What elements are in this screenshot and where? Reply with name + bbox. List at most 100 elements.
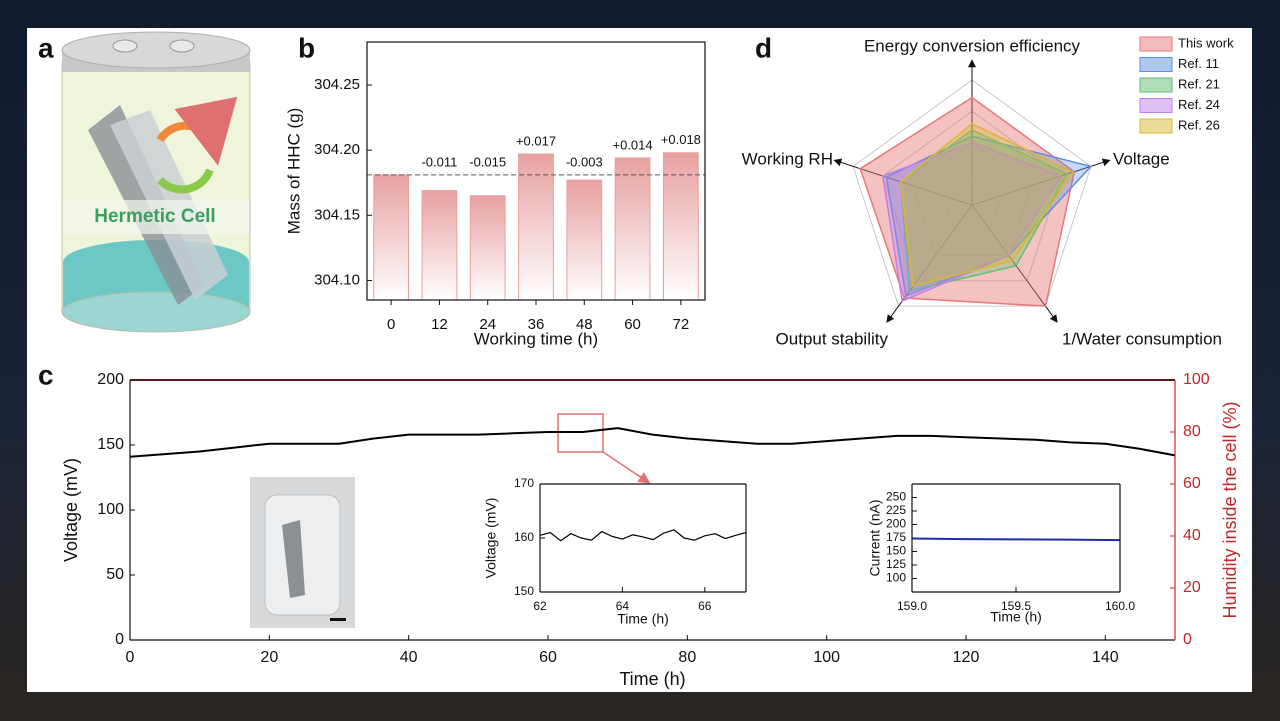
- legend-swatch: [1139, 57, 1173, 72]
- axis-label: Voltage: [1113, 149, 1170, 168]
- grid-ring: [852, 79, 1092, 307]
- grid-ring: [941, 173, 1003, 231]
- x-tick-label: 120: [953, 649, 980, 666]
- annotation: +0.014: [613, 137, 653, 152]
- y2-tick-label: 80: [1183, 423, 1201, 440]
- x-tick-label: 48: [576, 316, 593, 333]
- series-line: [129, 427, 1176, 458]
- legend-swatch: [1139, 77, 1173, 93]
- radar-axis: [833, 158, 973, 206]
- y-tick-label: 150: [97, 436, 124, 453]
- grid-ring: [912, 142, 1032, 256]
- axis-label: Energy conversion efficiency: [864, 36, 1081, 55]
- y-tick-label: 304.10: [314, 271, 360, 288]
- y-tick-label: 304.25: [314, 76, 360, 93]
- legend-swatch: [1139, 118, 1173, 134]
- y-tick-label: 100: [886, 571, 906, 585]
- axis-title: Voltage (mV): [483, 498, 499, 579]
- axis-title: Time (h): [619, 669, 685, 689]
- legend-swatch: [1139, 98, 1173, 113]
- y-tick-label: 175: [886, 530, 906, 544]
- series-line: [911, 537, 1121, 542]
- x-tick-label: 62: [533, 599, 547, 613]
- bar: [614, 157, 651, 301]
- y-tick-label: 170: [514, 476, 534, 490]
- y-tick-label: 0: [115, 631, 124, 648]
- x-tick-label: 159.0: [897, 599, 927, 613]
- y2-tick-label: 0: [1183, 631, 1192, 648]
- x-tick-label: 24: [479, 316, 496, 333]
- legend-label: Ref. 11: [1178, 56, 1219, 71]
- radar-area: [882, 141, 1063, 303]
- y-tick-label: 304.20: [314, 141, 360, 158]
- y-tick-label: 200: [886, 517, 906, 531]
- y-tick-label: 150: [514, 584, 534, 598]
- x-tick-label: 0: [126, 649, 135, 666]
- axis-title: Working time (h): [474, 329, 598, 348]
- x-tick-label: 160.0: [1105, 599, 1135, 613]
- x-tick-label: 72: [673, 316, 690, 333]
- x-tick-label: 60: [624, 316, 641, 333]
- axis-title: Humidity inside the cell (%): [1220, 401, 1240, 618]
- legend-label: Ref. 26: [1178, 117, 1220, 132]
- bar: [662, 152, 699, 301]
- x-tick-label: 12: [431, 316, 448, 333]
- legend-label: Ref. 21: [1178, 76, 1220, 91]
- y-tick-label: 50: [106, 566, 124, 583]
- x-tick-label: 40: [400, 649, 418, 666]
- x-tick-label: 20: [260, 649, 278, 666]
- y2-tick-label: 40: [1183, 527, 1201, 544]
- radar-axis: [971, 204, 1058, 323]
- radar-area: [859, 96, 1076, 307]
- annotation: -0.011: [421, 154, 457, 169]
- y-tick-label: 200: [97, 371, 124, 388]
- panel-label: a: [38, 32, 54, 63]
- y-tick-label: 250: [886, 490, 906, 504]
- y2-tick-label: 60: [1183, 475, 1201, 492]
- radar-area: [899, 122, 1075, 287]
- annotation: -0.003: [566, 154, 603, 169]
- cell-illustration: [61, 31, 251, 333]
- radar-area: [885, 135, 1093, 298]
- legend-swatch: [1139, 36, 1173, 52]
- x-tick-label: 64: [616, 599, 630, 613]
- panel-label: d: [755, 32, 772, 63]
- annotation: +0.017: [516, 133, 556, 148]
- y-tick-label: 100: [97, 501, 124, 518]
- series-line: [539, 529, 747, 542]
- legend-label: This work: [1178, 35, 1234, 50]
- annotation: -0.015: [469, 154, 506, 169]
- x-tick-label: 60: [539, 649, 557, 666]
- axis-label: 1/Water consumption: [1062, 329, 1222, 348]
- photo-inset: [250, 477, 355, 628]
- x-tick-label: 66: [698, 599, 712, 613]
- y-tick-label: 160: [514, 530, 534, 544]
- bar: [518, 153, 554, 301]
- y2-tick-label: 20: [1183, 579, 1201, 596]
- plot-frame: [366, 41, 706, 301]
- y-tick-label: 150: [886, 544, 906, 558]
- x-tick-label: 100: [813, 649, 840, 666]
- axis-title: Time (h): [990, 609, 1042, 625]
- axis-label: Working RH: [742, 149, 833, 168]
- zoom-arrow: [602, 451, 651, 484]
- axis-title: Mass of HHC (g): [284, 108, 303, 235]
- panel-label: b: [298, 32, 315, 63]
- y2-tick-label: 100: [1183, 371, 1210, 388]
- y-tick-label: 225: [886, 503, 906, 517]
- y-tick-label: 125: [886, 557, 906, 571]
- x-tick-label: 36: [528, 316, 545, 333]
- x-tick-label: 0: [387, 316, 395, 333]
- y-tick-label: 304.15: [314, 206, 360, 223]
- axis-title: Current (nA): [867, 499, 883, 576]
- cell-label: Hermetic Cell: [94, 206, 215, 227]
- bar: [566, 179, 603, 301]
- bar: [421, 190, 458, 301]
- axis-label: Output stability: [776, 329, 889, 348]
- annotation: +0.018: [661, 132, 701, 147]
- legend-label: Ref. 24: [1178, 97, 1220, 112]
- axis-title: Voltage (mV): [61, 458, 81, 562]
- axis-title: Time (h): [617, 611, 669, 627]
